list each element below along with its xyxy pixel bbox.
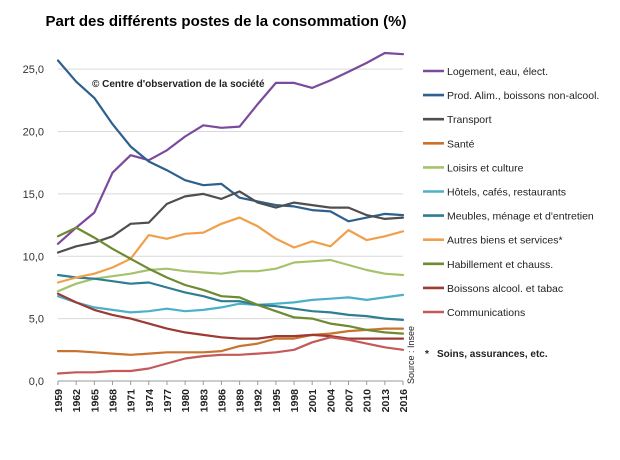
series-lines	[56, 51, 405, 375]
x-tick-label: 2010	[362, 389, 374, 413]
source-note: Source : Insee	[406, 326, 416, 384]
x-tick-label: 1968	[107, 389, 119, 413]
x-tick-label: 1974	[144, 389, 156, 413]
series-line	[56, 190, 405, 254]
series-line	[56, 216, 405, 284]
series-line	[56, 273, 405, 321]
legend-label: Autres biens et services*	[447, 235, 563, 247]
y-tick-label: 20,0	[23, 127, 44, 139]
x-tick-label: 2016	[398, 389, 410, 413]
legend-label: Hôtels, cafés, restaurants	[447, 187, 566, 199]
y-tick-label: 10,0	[23, 251, 44, 263]
y-axis-ticks: 0,0 5,0 10,0 15,0 20,0 25,0	[23, 64, 44, 388]
footnote-marker: *	[425, 349, 429, 360]
x-tick-label: 1977	[162, 389, 174, 413]
x-tick-label: 1959	[53, 389, 65, 413]
x-tick-label: 2001	[307, 389, 319, 413]
legend-label: Meubles, ménage et d'entretien	[447, 211, 594, 223]
x-tick-label: 1998	[289, 389, 301, 413]
x-tick-label: 2007	[344, 389, 356, 413]
x-tick-label: 1962	[71, 389, 83, 413]
x-tick-label: 2013	[380, 389, 392, 413]
legend-label: Loisirs et culture	[447, 162, 524, 174]
legend-label: Boissons alcool. et tabac	[447, 283, 563, 295]
y-tick-label: 5,0	[29, 314, 44, 326]
gridlines	[58, 68, 403, 382]
legend-label: Logement, eau, élect.	[447, 66, 548, 78]
y-tick-label: 0,0	[29, 376, 44, 388]
legend-label: Prod. Alim., boissons non-alcool.	[447, 90, 599, 102]
copyright-note: © Centre d'observation de la société	[92, 79, 265, 90]
series-line	[56, 258, 405, 293]
footnote: Soins, assurances, etc.	[437, 349, 548, 360]
x-tick-label: 1980	[180, 389, 192, 413]
x-axis-ticks: 1959 1962 1965 1968 1971 1974 1977 1980 1983 1986…	[53, 381, 410, 412]
x-tick-label: 1983	[198, 389, 210, 413]
series-line	[56, 336, 405, 375]
legend-label: Santé	[447, 138, 475, 150]
x-tick-label: 1989	[235, 389, 247, 413]
legend-label: Habillement et chauss.	[447, 259, 553, 271]
series-line	[56, 59, 405, 223]
legend-label: Transport	[447, 114, 492, 126]
series-line	[56, 293, 405, 314]
x-tick-label: 2004	[325, 389, 337, 413]
y-tick-label: 15,0	[23, 189, 44, 201]
x-tick-label: 1995	[271, 389, 283, 413]
x-tick-label: 1986	[216, 389, 228, 413]
series-line	[56, 292, 405, 340]
x-tick-label: 1965	[89, 389, 101, 413]
y-tick-label: 25,0	[23, 64, 44, 76]
legend-label: Communications	[447, 307, 525, 319]
chart-title: Part des différents postes de la consomm…	[46, 13, 407, 30]
x-tick-label: 1971	[126, 389, 138, 413]
x-tick-label: 1992	[253, 389, 265, 413]
legend: Logement, eau, élect. Prod. Alim., boisso…	[423, 66, 599, 319]
series-line	[56, 226, 405, 335]
series-line	[56, 51, 405, 245]
series-line	[56, 327, 405, 356]
